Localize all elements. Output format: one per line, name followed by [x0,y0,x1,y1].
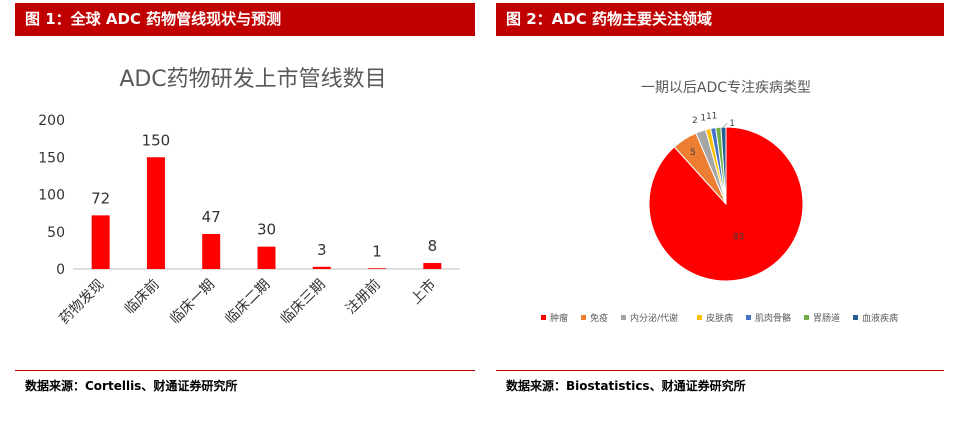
bar-value-label: 150 [142,131,171,149]
legend-swatch [621,315,626,320]
bar [312,266,331,269]
legend-label: 肿瘤 [550,312,568,324]
legend-label: 血液疾病 [862,312,898,324]
x-tick-label: 临床一期 [167,277,218,328]
x-tick-label: 临床前 [121,276,163,318]
y-tick-label: 200 [38,113,65,129]
bar-value-label: 1 [372,242,382,260]
slice-leader-line [723,122,728,128]
figure-2-header: 图 2：ADC 药物主要关注领域 [496,3,944,36]
legend-swatch [541,315,546,320]
bar-value-label: 3 [317,241,327,259]
bar [423,263,442,269]
x-tick-label: 临床二期 [222,277,273,328]
y-tick-label: 100 [38,188,65,204]
figure-2-divider [496,370,944,371]
legend-label: 免疫 [590,312,608,324]
pie-slice-label: 5 [690,148,696,158]
y-tick-label: 0 [56,262,65,278]
figure-1-panel: 图 1：全球 ADC 药物管线现状与预测 ADC药物研发上市管线数目 0 50 100… [15,0,475,393]
pie-slice-label: 1 [706,112,712,122]
bar [146,157,165,269]
figure-1-header: 图 1：全球 ADC 药物管线现状与预测 [15,3,475,36]
bar-value-label: 30 [257,221,276,239]
legend-label: 肌肉骨骼 [755,312,791,324]
legend-label: 皮肤病 [706,312,733,324]
figure-2-source: 数据来源：Biostatistics、财通证券研究所 [506,379,746,393]
pie-slice-label: 1 [700,113,706,123]
bar-value-label: 72 [91,189,110,207]
bar-value-label: 8 [428,237,438,255]
x-tick-label: 注册前 [342,276,384,318]
bar [368,268,387,269]
legend-label: 内分泌/代谢 [630,312,678,324]
legend-swatch [853,315,858,320]
pie-slice [720,126,727,205]
figure-1-divider [15,370,475,371]
legend-label: 胃肠道 [813,312,840,324]
bar [257,246,276,269]
pie-slice-label: 1 [729,119,735,129]
figure-2-panel: 图 2：ADC 药物主要关注领域 一期以后ADC专注疾病类型 83 5 2 1 1 1 1 肿瘤… [496,0,944,393]
bar-chart: ADC药物研发上市管线数目 0 50 100 150 200 72 药物发现 150 临床前 47 临… [38,67,460,328]
x-tick-label: 上市 [407,276,439,308]
pie-slice-label: 2 [692,116,698,126]
bar [91,215,110,269]
pie-slice-label: 1 [712,111,718,121]
bar-value-label: 47 [202,208,221,226]
pie-slice [648,126,804,282]
legend-swatch [746,315,751,320]
y-tick-label: 50 [47,225,65,241]
legend-swatch [804,315,809,320]
x-tick-label: 药物发现 [57,277,108,328]
x-tick-label: 临床三期 [278,277,329,328]
legend-swatch [581,315,586,320]
legend-swatch [697,315,702,320]
bar-chart-title: ADC药物研发上市管线数目 [119,67,386,92]
bar [202,233,221,269]
pie-chart-title: 一期以后ADC专注疾病类型 [641,80,811,96]
figure-1-source: 数据来源：Cortellis、财通证券研究所 [25,379,238,393]
pie-slice-label: 83 [733,232,744,242]
y-tick-label: 150 [38,150,65,166]
